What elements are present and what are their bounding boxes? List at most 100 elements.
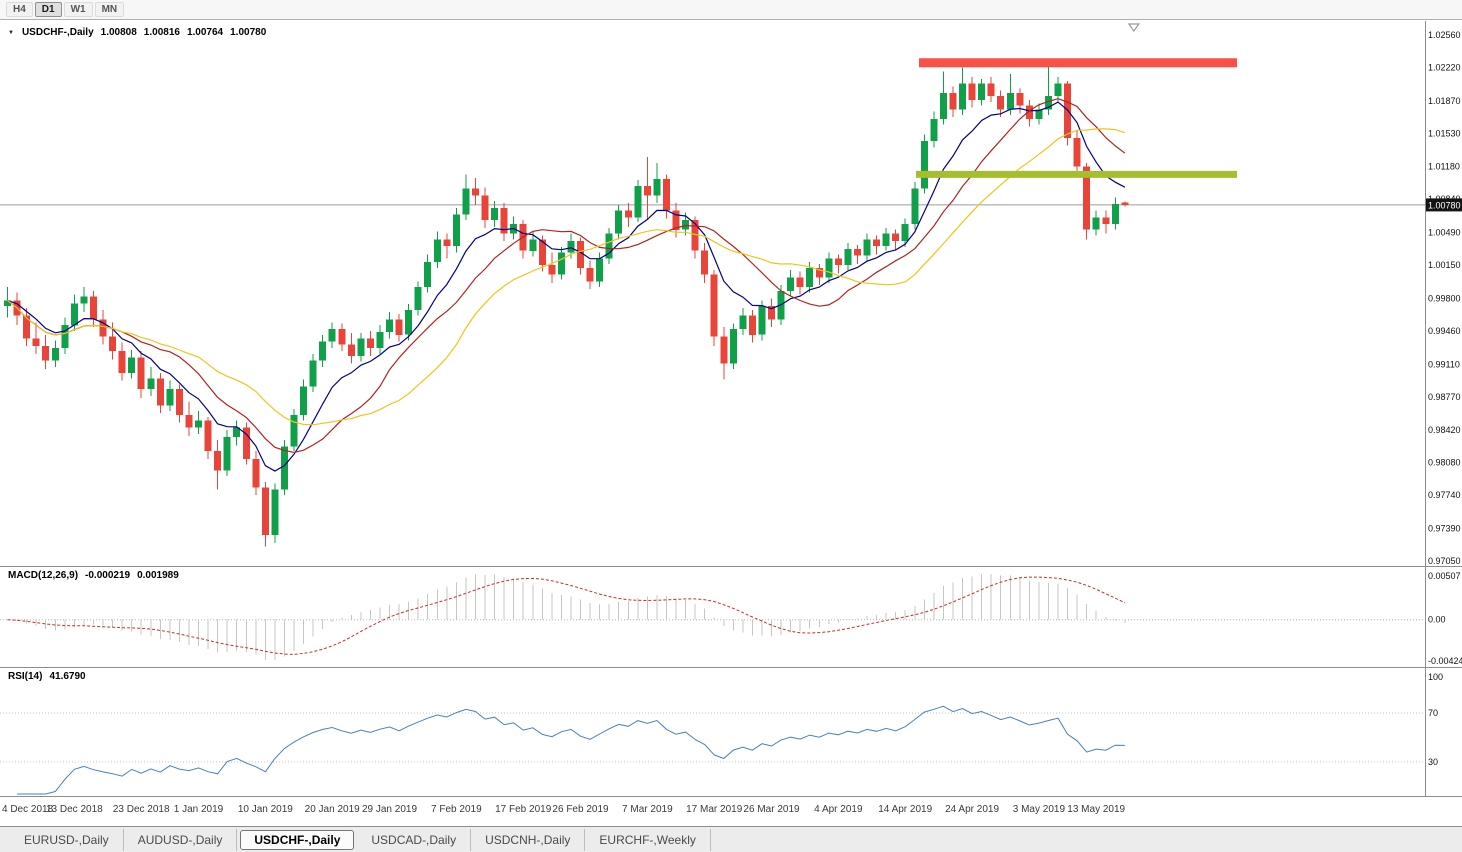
price-scale-label: 0.99460 (1428, 326, 1461, 336)
chart-menu-icon: ▼ (8, 29, 14, 36)
timeframe-button-mn[interactable]: MN (94, 2, 125, 17)
candle-up (825, 258, 833, 278)
date-label: 17 Mar 2019 (686, 804, 743, 815)
candle-down (500, 207, 508, 234)
chart-shift-marker-icon[interactable] (1127, 23, 1141, 33)
panel-separator (0, 796, 1462, 797)
tab-audusd-daily[interactable]: AUDUSD-,Daily (124, 828, 238, 851)
candle-up (529, 239, 537, 251)
candle-up (309, 360, 317, 387)
candle-up (319, 341, 327, 361)
price-scale-label: 0.98080 (1428, 458, 1461, 468)
candle-up (233, 427, 241, 437)
candle-up (1111, 204, 1119, 224)
candle-down (873, 239, 881, 246)
candle-up (80, 296, 88, 304)
tab-eurchf-weekly[interactable]: EURCHF-,Weekly (585, 828, 711, 851)
candle-down (481, 195, 489, 221)
candle-up (357, 338, 365, 356)
price-scale-label: 0.97740 (1428, 490, 1461, 500)
timeframe-button-w1[interactable]: W1 (63, 2, 93, 17)
candle-down (1102, 217, 1110, 224)
candle-up (882, 233, 890, 246)
candle-down (261, 487, 269, 536)
ohlc-close: 1.00780 (230, 27, 267, 38)
candle-down (156, 378, 164, 406)
candle-down (643, 185, 651, 196)
price-scale-label: 0.97390 (1428, 524, 1461, 534)
date-label: 17 Feb 2019 (495, 804, 552, 815)
date-label: 3 May 2019 (1012, 804, 1066, 815)
macd-panel[interactable]: 0.00507 0.00 -0.00424 (0, 567, 1462, 667)
candle-up (147, 378, 155, 390)
candle-up (166, 389, 174, 406)
tab-usdcad-daily[interactable]: USDCAD-,Daily (357, 828, 472, 851)
candle-up (729, 329, 737, 364)
rsi-title: RSI(14) 41.6790 (8, 671, 86, 682)
price-scale-label: 1.00150 (1428, 260, 1461, 270)
price-scale-label: 1.00490 (1428, 228, 1461, 238)
price-scale-label: 0.97050 (1428, 556, 1461, 566)
candle-up (930, 119, 938, 141)
price-scale-label: 0.98770 (1428, 392, 1461, 402)
macd-scale-min: -0.00424 (1428, 656, 1462, 666)
candle-down (854, 248, 861, 256)
candle-up (901, 224, 909, 242)
candle-down (204, 420, 212, 452)
date-label: 23 Dec 2018 (112, 804, 170, 815)
candle-down (242, 427, 250, 459)
macd-histogram (16, 574, 1126, 660)
ma-13-line (7, 98, 1126, 454)
candle-down (1073, 138, 1081, 167)
candle-down (395, 319, 403, 335)
panel-separator[interactable] (0, 566, 1462, 567)
candle-up (414, 287, 422, 310)
timeframe-button-d1[interactable]: D1 (34, 2, 62, 17)
candle-up (491, 207, 499, 221)
candle-up (959, 83, 966, 110)
candle-down (1016, 93, 1024, 106)
price-scale-label: 0.99800 (1428, 294, 1461, 304)
candle-up (290, 414, 298, 447)
candle-down (815, 267, 823, 278)
price-scale-label: 0.99110 (1428, 359, 1460, 369)
candle-up (223, 436, 231, 471)
tab-eurusd-daily[interactable]: EURUSD-,Daily (10, 828, 124, 851)
rsi-scale-30: 30 (1428, 757, 1438, 767)
candle-up (386, 319, 393, 332)
candle-down (768, 306, 775, 320)
bid-price-badge (1425, 198, 1462, 212)
chart-symbol-timeframe: USDCHF-,Daily (21, 27, 94, 38)
rsi-label: RSI(14) (8, 671, 43, 682)
timeframe-button-h4[interactable]: H4 (6, 2, 33, 17)
candle-down (366, 338, 374, 349)
candle-up (424, 262, 432, 287)
tab-usdcnh-daily[interactable]: USDCNH-,Daily (471, 828, 586, 851)
candle-up (615, 210, 623, 234)
candle-up (433, 239, 441, 263)
rsi-line (17, 705, 1125, 795)
chart-title: ▼ USDCHF-,Daily 1.00808 1.00816 1.00764 … (8, 27, 266, 38)
rsi-panel[interactable]: 100 70 30 (0, 668, 1462, 796)
candle-up (128, 357, 136, 373)
main-chart-panel[interactable]: 1.02560 1.02220 1.01870 1.01530 1.01180 1.008… (0, 21, 1462, 566)
macd-scale-max: 0.00507 (1428, 571, 1461, 581)
date-label: 4 Dec 2018 (2, 804, 54, 815)
date-label: 4 Apr 2019 (814, 804, 863, 815)
macd-scale-zero: 0.00 (1428, 615, 1446, 625)
panel-separator[interactable] (0, 667, 1462, 668)
candle-up (1045, 96, 1052, 110)
timeframe-toolbar: H4 D1 W1 MN (0, 0, 1462, 20)
candle-down (175, 389, 183, 415)
tab-usdchf-daily[interactable]: USDCHF-,Daily (240, 829, 355, 850)
ohlc-open: 1.00808 (100, 27, 137, 38)
candle-up (195, 420, 202, 428)
macd-signal-value: 0.001989 (137, 570, 179, 581)
candle-down (538, 239, 546, 266)
candle-down (892, 233, 900, 242)
candle-down (137, 357, 145, 390)
date-label: 14 Apr 2019 (878, 804, 933, 815)
candle-down (252, 458, 260, 488)
time-axis[interactable]: 4 Dec 2018 13 Dec 2018 23 Dec 2018 1 Jan 20… (0, 797, 1425, 826)
date-label: 10 Jan 2019 (237, 804, 293, 815)
